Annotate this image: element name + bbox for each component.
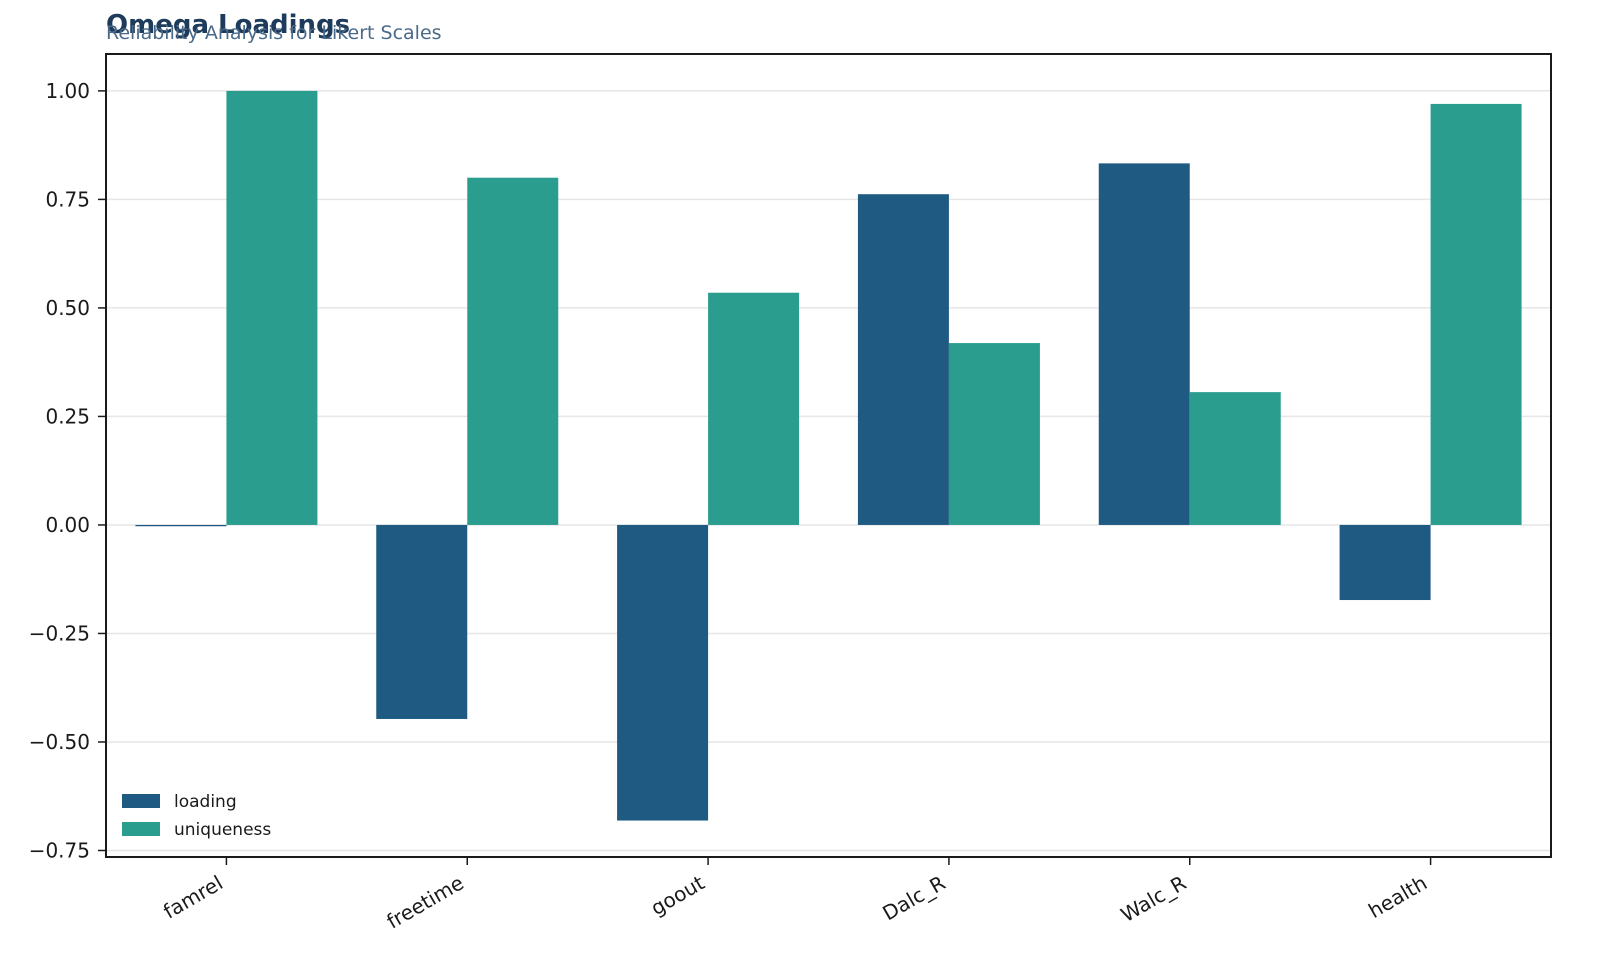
chart-subtitle: Reliability Analysis for Likert Scales: [106, 22, 442, 44]
x-tick-label-famrel: famrel: [159, 871, 227, 924]
y-tick-label-1: −0.50: [29, 730, 90, 754]
bar-loading-freetime: [376, 524, 468, 719]
x-tick-label-Dalc_R: Dalc_R: [878, 870, 949, 925]
y-tick-label-3: 0.00: [45, 513, 90, 537]
bar-loading-Walc_R: [1098, 163, 1190, 525]
grid-lines: [106, 90, 1551, 852]
plot-frame: [105, 53, 1552, 858]
y-tick-label-7: 1.00: [45, 79, 90, 103]
bar-uniqueness-Walc_R: [1189, 392, 1281, 525]
bar-uniqueness-famrel: [226, 90, 318, 525]
y-tick-label-2: −0.25: [29, 621, 90, 645]
legend-swatch-loading: [122, 794, 160, 808]
bar-uniqueness-Dalc_R: [948, 343, 1040, 525]
legend: loading uniqueness: [122, 792, 271, 840]
y-tick-label-5: 0.50: [45, 296, 90, 320]
legend-label-loading: loading: [174, 792, 237, 812]
bars: [135, 90, 1522, 821]
bar-loading-health: [1339, 524, 1431, 601]
legend-label-uniqueness: uniqueness: [174, 820, 271, 840]
chart-title: Omega Loadings: [106, 10, 351, 40]
bar-loading-famrel: [135, 524, 227, 527]
y-tick-label-6: 0.75: [45, 187, 90, 211]
y-tick-label-0: −0.75: [29, 838, 90, 862]
x-tick-label-health: health: [1364, 871, 1431, 923]
bar-uniqueness-health: [1430, 103, 1522, 525]
x-tick-label-freetime: freetime: [382, 871, 467, 934]
legend-swatch-uniqueness: [122, 822, 160, 836]
x-tick-label-Walc_R: Walc_R: [1117, 870, 1191, 926]
bar-loading-Dalc_R: [857, 194, 949, 525]
bar-loading-goout: [617, 524, 709, 821]
bar-uniqueness-goout: [708, 292, 800, 525]
bar-uniqueness-freetime: [467, 177, 559, 525]
y-tick-label-4: 0.25: [45, 404, 90, 428]
x-tick-label-goout: goout: [647, 870, 709, 920]
